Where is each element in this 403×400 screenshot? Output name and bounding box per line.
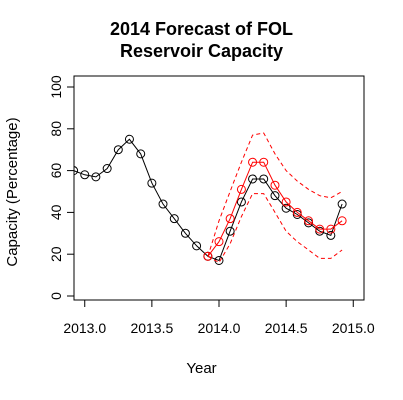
forecast-point: [315, 224, 325, 234]
forecast-point: [248, 157, 258, 167]
x-axis: 2013.0 2013.5 2014.0 2014.5 2015.0: [63, 299, 375, 336]
forecast-point: [326, 224, 336, 234]
observed-point: [281, 203, 291, 213]
x-tick-label: 2015.0: [332, 320, 375, 336]
observed-point: [180, 228, 190, 238]
observed-point: [80, 170, 90, 180]
plot-frame: [73, 75, 365, 301]
observed-point: [74, 166, 79, 176]
observed-point: [259, 174, 269, 184]
series-layer: [74, 132, 347, 265]
observed-point: [315, 226, 325, 236]
y-tick-label: 20: [48, 246, 64, 262]
forecast-point: [225, 214, 235, 224]
observed-point: [292, 209, 302, 219]
forecast-point: [281, 197, 291, 207]
y-tick-label: 60: [48, 163, 64, 179]
observed-point: [158, 199, 168, 209]
observed-point: [304, 218, 314, 228]
x-tick-label: 2013.0: [63, 320, 106, 336]
observed-point: [102, 164, 112, 174]
observed-point: [236, 197, 246, 207]
forecast-point: [304, 216, 314, 226]
observed-point: [192, 241, 202, 251]
observed-point: [91, 172, 101, 182]
observed-line: [74, 138, 343, 262]
forecast-point: [337, 216, 347, 226]
x-tick-label: 2014.0: [198, 320, 241, 336]
x-tick-label: 2014.5: [265, 320, 308, 336]
observed-point: [147, 178, 157, 188]
lower-bound-line: [207, 193, 343, 264]
x-axis-label: Year: [186, 360, 217, 377]
y-axis: 0 20 40 60 80 100: [48, 75, 75, 300]
y-tick-label: 40: [48, 204, 64, 220]
plot-region: [74, 132, 347, 265]
forecast-line: [207, 161, 343, 257]
observed-point: [124, 134, 134, 144]
observed-point: [270, 191, 280, 201]
forecast-point: [292, 207, 302, 217]
observed-point: [248, 174, 258, 184]
observed-point: [326, 230, 336, 240]
observed-point: [169, 214, 179, 224]
observed-point: [337, 199, 347, 209]
x-tick-label: 2013.5: [130, 320, 173, 336]
y-tick-label: 80: [48, 121, 64, 137]
forecast-point: [270, 180, 280, 190]
chart-title-line-1: 2014 Forecast of FOL: [109, 19, 294, 39]
forecast-point: [214, 237, 224, 247]
observed-point: [136, 149, 146, 159]
observed-point: [113, 145, 123, 155]
forecast-point: [259, 157, 269, 167]
y-tick-label: 100: [48, 75, 64, 99]
chart-title-line-2: Reservoir Capacity: [119, 41, 284, 61]
observed-point: [225, 226, 235, 236]
forecast-point: [236, 184, 246, 194]
y-tick-label: 0: [48, 292, 64, 300]
forecast-point: [203, 251, 213, 261]
upper-bound-line: [207, 132, 343, 257]
